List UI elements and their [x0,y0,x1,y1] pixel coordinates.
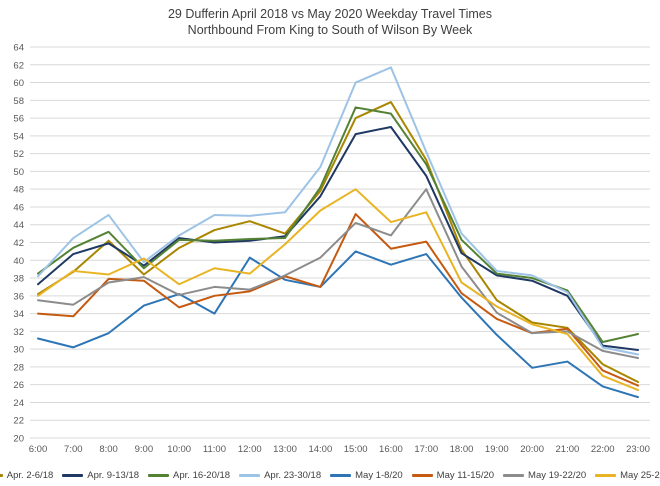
legend-label: May 11-15/20 [436,470,495,481]
x-axis-tick-label: 12:00 [238,444,262,455]
x-axis-tick-label: 21:00 [556,444,580,455]
legend-swatch [239,474,261,477]
chart-title: 29 Dufferin April 2018 vs May 2020 Weekd… [0,6,660,38]
y-axis-tick-label: 22 [13,416,24,427]
x-axis-tick-label: 18:00 [450,444,474,455]
x-axis-tick-label: 8:00 [99,444,118,455]
chart-legend: Apr. 2-6/18 Apr. 9-13/18 Apr. 16-20/18 Apr.… [0,470,660,481]
x-axis-tick-label: 22:00 [591,444,615,455]
y-axis-tick-label: 32 [13,327,24,338]
legend-item: May 1-8/20 [330,470,403,481]
series-line-apr-2-6-18 [37,101,639,384]
y-axis-tick-label: 38 [13,274,24,285]
legend-swatch [411,474,433,477]
y-axis-tick-label: 28 [13,362,24,373]
chart-title-line2: Northbound From King to South of Wilson … [187,23,473,37]
legend-label: Apr. 2-6/18 [6,470,54,481]
legend-item: Apr. 23-30/18 [239,470,321,481]
legend-label: Apr. 23-30/18 [264,470,322,481]
legend-item: Apr. 2-6/18 [0,470,53,481]
y-axis-tick-label: 50 [13,167,24,178]
legend-swatch [503,474,525,477]
x-axis-tick-label: 10:00 [167,444,191,455]
series-line-apr-9-13-18 [37,125,639,352]
y-axis-tick-label: 58 [13,96,24,107]
y-axis-tick-label: 34 [13,309,24,320]
legend-item: May 25-29/20 [595,470,660,481]
y-axis-tick-label: 62 [13,60,24,71]
x-axis-tick-label: 7:00 [64,444,83,455]
legend-label: May 1-8/20 [355,470,403,481]
y-axis-tick-label: 60 [13,78,24,89]
series-line-may-25-29-20 [37,188,639,392]
y-axis-tick-label: 42 [13,238,24,249]
legend-swatch [330,474,352,477]
y-axis-tick-label: 40 [13,256,24,267]
x-axis-tick-label: 14:00 [308,444,332,455]
y-axis-tick-label: 26 [13,380,24,391]
chart-title-line1: 29 Dufferin April 2018 vs May 2020 Weekd… [167,7,492,21]
legend-label: Apr. 9-13/18 [87,470,140,481]
legend-label: Apr. 16-20/18 [173,470,231,481]
x-axis-tick-label: 16:00 [379,444,403,455]
y-axis-tick-label: 44 [13,220,24,231]
legend-swatch [148,474,170,477]
x-axis-tick-label: 23:00 [626,444,650,455]
series-line-may-1-8-20 [37,250,639,399]
x-axis-tick-label: 15:00 [344,444,368,455]
y-axis-tick-label: 20 [13,434,24,445]
y-axis-tick-label: 64 [13,43,24,54]
series-line-may-19-22-20 [37,188,639,360]
x-axis-tick-label: 20:00 [520,444,544,455]
legend-item: Apr. 16-20/18 [148,470,230,481]
legend-label: May 19-22/20 [528,470,587,481]
series-line-apr-23-30-18 [37,66,639,356]
legend-item: May 11-15/20 [411,470,495,481]
legend-label: May 25-29/20 [620,470,660,481]
x-axis-tick-label: 17:00 [414,444,438,455]
x-axis-tick-label: 13:00 [273,444,297,455]
legend-item: Apr. 9-13/18 [62,470,139,481]
y-axis-tick-label: 30 [13,345,24,356]
legend-swatch [62,474,84,477]
legend-swatch [0,474,3,477]
legend-swatch [595,474,617,477]
y-axis-tick-label: 56 [13,114,24,125]
x-axis-tick-label: 19:00 [485,444,509,455]
x-axis-tick-label: 9:00 [135,444,154,455]
y-axis-tick-label: 36 [13,291,24,302]
x-axis-tick-label: 6:00 [29,444,48,455]
y-axis-tick-label: 48 [13,185,24,196]
legend-item: May 19-22/20 [503,470,586,481]
y-axis-tick-label: 46 [13,202,24,213]
y-axis-tick-label: 24 [13,398,24,409]
x-axis-tick-label: 11:00 [203,444,226,455]
y-axis-tick-label: 54 [13,131,24,142]
y-axis-tick-label: 52 [13,149,24,160]
